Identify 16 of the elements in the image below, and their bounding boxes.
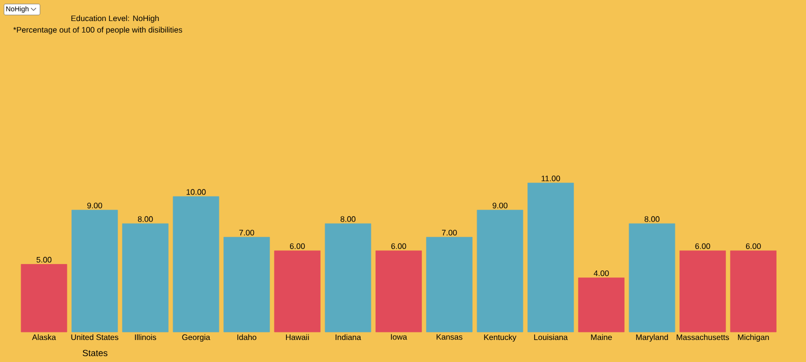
- x-axis-title: States: [82, 350, 108, 356]
- bar: [122, 223, 168, 332]
- bar: [72, 210, 118, 332]
- bar: [730, 250, 776, 332]
- bar: [476, 210, 524, 332]
- bar: [324, 223, 372, 332]
- bar: [172, 196, 220, 332]
- bar: [528, 182, 574, 332]
- bar: [426, 236, 472, 332]
- bar: [274, 250, 320, 332]
- bar: [20, 264, 68, 332]
- bar: [376, 250, 422, 332]
- bar: [680, 250, 726, 332]
- bar: [628, 223, 676, 332]
- bar: [578, 278, 624, 332]
- bar: [224, 236, 270, 332]
